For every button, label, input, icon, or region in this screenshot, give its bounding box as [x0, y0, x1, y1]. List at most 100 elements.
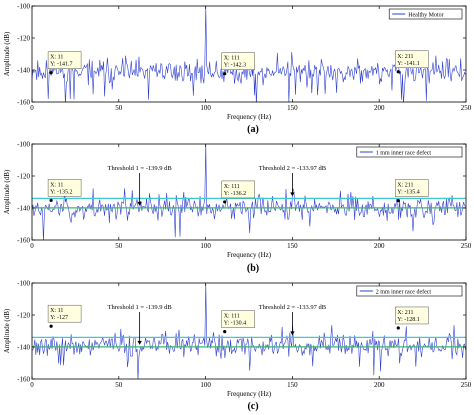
y-tick-label: -120	[17, 35, 30, 43]
y-tick-label: -140	[17, 67, 30, 75]
legend-label: 1 mm inner race defect	[376, 150, 432, 157]
datatip-box	[47, 304, 82, 323]
x-tick-label: 0	[30, 242, 34, 250]
series-line	[32, 144, 466, 240]
x-axis-label: Frequency (Hz)	[227, 390, 272, 398]
legend-label: Healthy Motor	[408, 13, 444, 19]
threshold-label-1: Threshold 1 = -139.9 dB	[108, 165, 173, 172]
x-tick-label: 0	[30, 104, 34, 112]
chart-panel-3: 0 50 100 150 200 250 -100 -120 -140 -160 Frequency…	[3, 280, 472, 413]
datatip-x: X: 111	[224, 184, 240, 190]
x-tick-label: 50	[115, 104, 123, 112]
datatip-box	[47, 179, 82, 197]
x-tick-label: 250	[461, 242, 472, 250]
y-tick-label: -160	[17, 376, 30, 384]
x-tick-label: 250	[461, 381, 472, 389]
y-tick-label: -160	[17, 237, 30, 245]
y-axis-label: Amplitude (dB)	[3, 169, 11, 214]
threshold-arrowhead-2	[290, 192, 295, 197]
datatip-1: X: 11Y: -127	[47, 304, 82, 328]
datatip-x: X: 11	[50, 308, 63, 314]
chart-panel-1: 0 50 100 150 200 250 -100 -120 -140 -160 Frequency…	[3, 3, 472, 136]
legend: 2 mm inner race defect	[356, 285, 463, 297]
datatip-box	[395, 50, 429, 69]
datatip-y: Y: -135.2	[50, 189, 72, 195]
legend: 1 mm inner race defect	[356, 146, 463, 158]
panel-label: (b)	[247, 263, 259, 274]
datatip-marker	[396, 70, 400, 74]
x-tick-label: 200	[374, 381, 385, 389]
datatip-1: X: 11Y: -141.7	[47, 51, 82, 75]
datatip-x: X: 211	[397, 310, 413, 316]
legend-box	[388, 8, 463, 20]
legend-box	[356, 285, 463, 297]
datatip-y: Y: -136.2	[224, 191, 246, 197]
y-tick-label: -100	[17, 141, 30, 149]
legend-label: 2 mm inner race defect	[376, 289, 432, 296]
datatip-marker	[396, 199, 400, 203]
x-tick-label: 150	[287, 104, 298, 112]
datatip-y: Y: -135.4	[397, 190, 419, 196]
y-tick-label: -100	[17, 280, 30, 288]
datatip-x: X: 111	[224, 314, 240, 320]
datatip-x: X: 11	[50, 55, 63, 61]
datatip-y: Y: -130.4	[224, 321, 246, 327]
y-axis-label: Amplitude (dB)	[3, 31, 11, 76]
datatip-marker	[49, 324, 53, 328]
threshold-arrowhead-2	[290, 331, 295, 336]
threshold-arrowhead-1	[137, 340, 142, 345]
y-tick-label: -140	[17, 205, 30, 213]
x-tick-label: 50	[115, 381, 123, 389]
x-tick-label: 100	[200, 242, 211, 250]
threshold-label-1: Threshold 1 = -139.9 dB	[108, 304, 173, 311]
y-axis-label: Amplitude (dB)	[3, 308, 11, 353]
legend-box	[356, 146, 463, 158]
y-tick-label: -140	[17, 344, 30, 352]
x-tick-label: 100	[200, 381, 211, 389]
plot-frame	[31, 143, 467, 241]
x-tick-label: 200	[374, 242, 385, 250]
datatip-marker	[49, 198, 53, 202]
datatip-y: Y: -142.3	[224, 63, 246, 69]
datatip-y: Y: -127	[50, 315, 68, 321]
datatip-box	[395, 306, 429, 325]
datatip-box	[221, 52, 255, 70]
y-tick-label: -120	[17, 312, 30, 320]
y-tick-label: -160	[17, 99, 30, 107]
datatip-box	[221, 180, 255, 199]
datatip-marker	[396, 326, 400, 330]
datatip-y: Y: -141.7	[50, 62, 72, 68]
datatip-1: X: 11Y: -135.2	[47, 179, 82, 202]
datatip-marker	[223, 330, 227, 334]
x-tick-label: 0	[30, 381, 34, 389]
datatip-marker	[223, 72, 227, 76]
datatip-box	[221, 310, 255, 328]
datatip-box	[47, 51, 82, 69]
y-tick-label: -100	[17, 3, 30, 11]
y-tick-label: -120	[17, 173, 30, 181]
x-tick-label: 100	[200, 104, 211, 112]
datatip-y: Y: -141.1	[397, 61, 419, 67]
x-tick-label: 250	[461, 104, 472, 112]
x-tick-label: 150	[287, 381, 298, 389]
x-tick-label: 200	[374, 104, 385, 112]
panel-label: (a)	[247, 124, 259, 135]
x-axis-label: Frequency (Hz)	[227, 251, 272, 259]
threshold-arrowhead-1	[137, 201, 142, 206]
series-line	[32, 283, 466, 379]
datatip-marker	[49, 71, 53, 75]
chart-panel-2: 0 50 100 150 200 250 -100 -120 -140 -160 Frequency…	[3, 141, 472, 275]
x-tick-label: 50	[115, 242, 123, 250]
datatip-box	[395, 179, 429, 197]
plot-frame	[31, 5, 467, 103]
datatip-marker	[223, 200, 227, 204]
datatip-x: X: 211	[397, 54, 413, 60]
plot-frame	[31, 282, 467, 380]
